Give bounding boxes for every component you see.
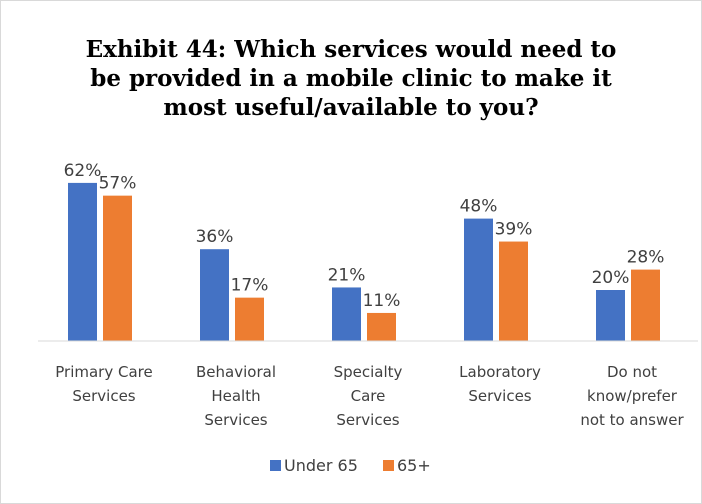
data-label-65plus-2: 11% [363, 291, 401, 311]
legend-swatch-under65 [270, 460, 281, 471]
data-label-under65-3: 48% [460, 197, 498, 217]
legend-swatch-65plus [383, 460, 394, 471]
category-label-2-1: Care [351, 387, 386, 405]
chart-title-line-2: be provided in a mobile clinic to make i… [90, 65, 612, 92]
category-label-2-0: Specialty [334, 363, 403, 381]
bar-65plus-4 [631, 269, 660, 341]
bar-65plus-1 [235, 297, 264, 341]
bar-under65-4 [596, 290, 625, 341]
category-label-4-2: not to answer [580, 411, 684, 429]
category-label-1-1: Health [211, 387, 260, 405]
data-label-65plus-1: 17% [231, 276, 269, 296]
bar-under65-0 [68, 182, 97, 341]
data-label-65plus-0: 57% [99, 174, 137, 194]
category-label-2-2: Services [336, 411, 399, 429]
category-label-4-0: Do not [607, 363, 657, 381]
legend-label-under65: Under 65 [284, 456, 358, 475]
bar-65plus-3 [499, 241, 528, 341]
data-label-under65-4: 20% [592, 268, 630, 288]
data-label-65plus-3: 39% [495, 220, 533, 240]
category-label-4-1: know/prefer [587, 387, 678, 405]
bar-65plus-2 [367, 312, 396, 341]
category-label-0-0: Primary Care [55, 363, 152, 381]
category-label-3-1: Services [468, 387, 531, 405]
chart-title-line-1: Exhibit 44: Which services would need to [85, 36, 617, 63]
bar-under65-1 [200, 249, 229, 341]
bar-65plus-0 [103, 195, 132, 341]
category-label-1-2: Services [204, 411, 267, 429]
data-label-under65-2: 21% [328, 265, 366, 285]
category-label-1-0: Behavioral [196, 363, 276, 381]
category-label-3-0: Laboratory [459, 363, 541, 381]
data-label-under65-1: 36% [196, 227, 234, 247]
chart-title-line-3: most useful/available to you? [163, 94, 539, 121]
data-label-under65-0: 62% [64, 161, 102, 181]
bar-under65-3 [464, 218, 493, 341]
chart-title: Exhibit 44: Which services would need to… [41, 35, 661, 122]
bar-under65-2 [332, 287, 361, 341]
legend-label-65plus: 65+ [397, 456, 431, 475]
data-label-65plus-4: 28% [627, 248, 665, 268]
category-label-0-1: Services [72, 387, 135, 405]
